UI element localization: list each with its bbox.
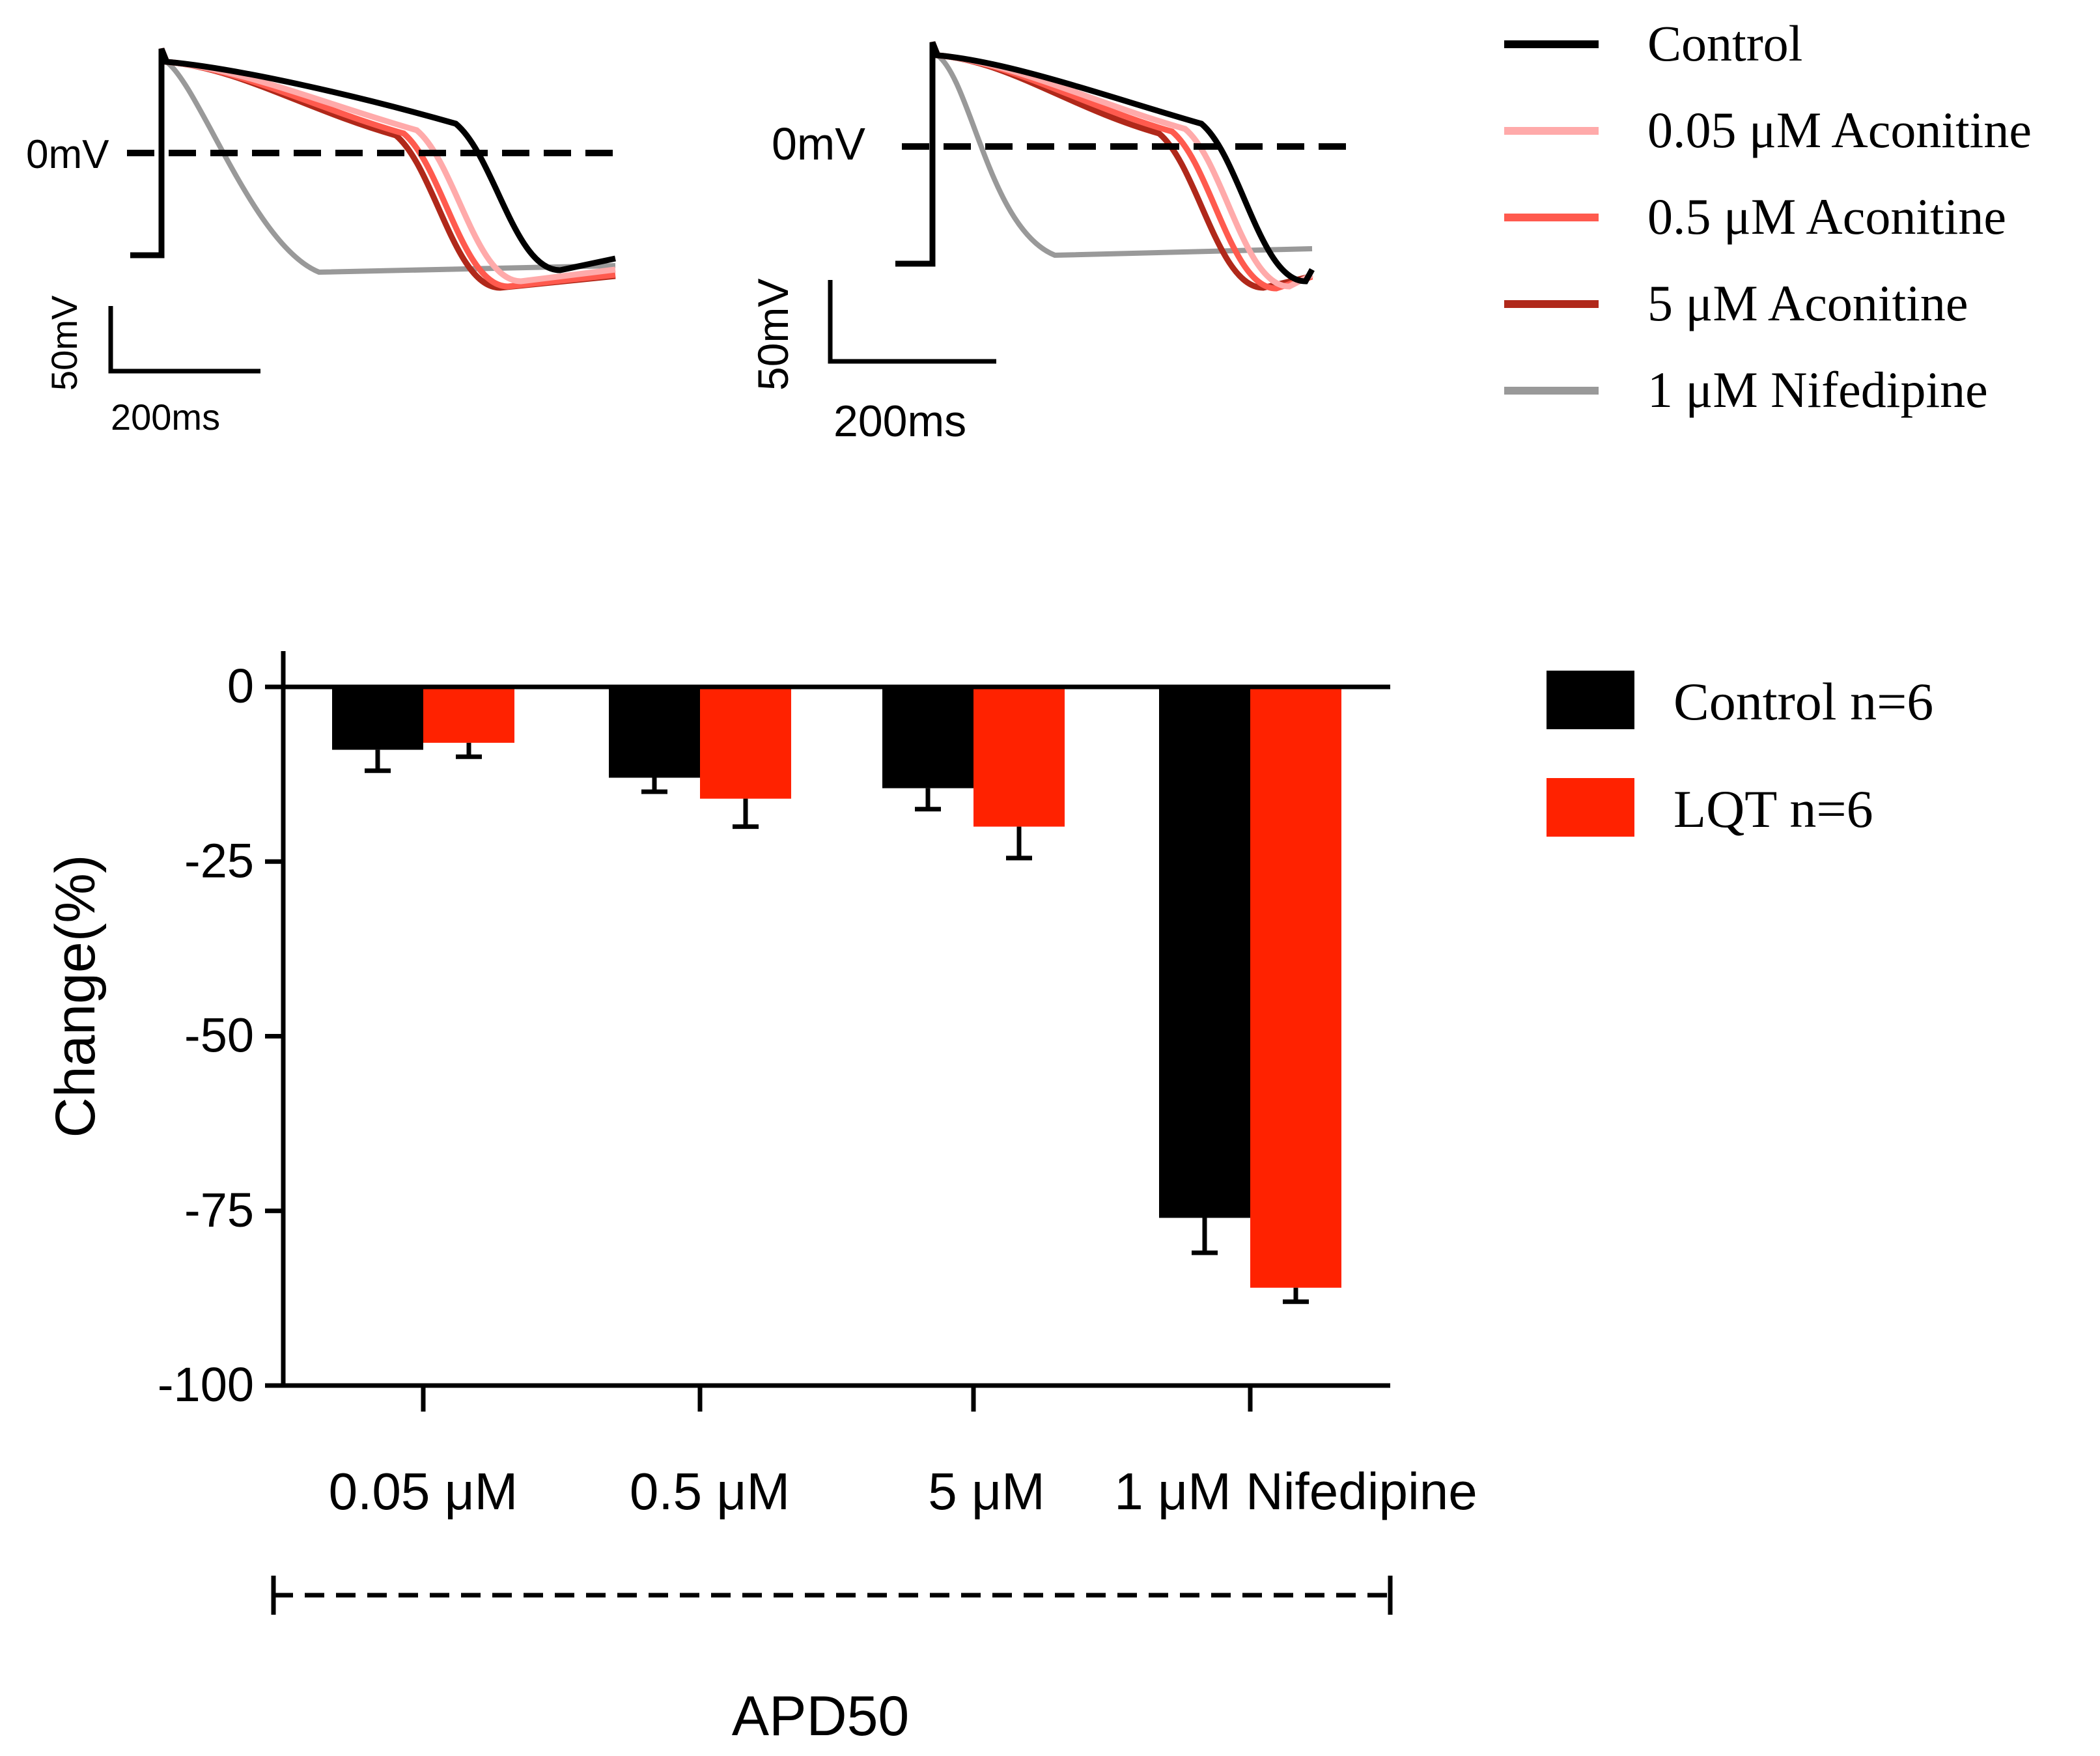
zero-mv-label: 0mV xyxy=(772,118,865,169)
scale-time-label: 200ms xyxy=(833,397,966,446)
y-axis-label: Change(%) xyxy=(44,855,107,1138)
legend-label: Control n=6 xyxy=(1673,672,1933,731)
trace-legend-label: 5 μM Aconitine xyxy=(1647,275,1968,331)
bar xyxy=(332,687,423,750)
x-tick-label: 1 μM Nifedipine xyxy=(1114,1462,1477,1520)
scale-time-label: 200ms xyxy=(111,397,220,438)
trace-legend-label: 0.05 μM Aconitine xyxy=(1647,102,2032,158)
trace-line xyxy=(895,41,1313,266)
trace-legend-label: 0.5 μM Aconitine xyxy=(1647,188,2006,245)
trace-line xyxy=(895,41,1314,290)
trace-line xyxy=(130,48,616,290)
bars xyxy=(332,687,1341,1304)
bar xyxy=(882,687,973,788)
bar xyxy=(973,687,1065,827)
trace-line xyxy=(130,48,616,291)
x-tick-label: 0.5 μM xyxy=(630,1462,790,1520)
trace-line xyxy=(130,48,616,285)
bar-legend: Control n=6 LQT n=6 xyxy=(1547,671,1933,839)
scale-voltage-label: 50mV xyxy=(44,295,85,391)
bar-chart: 0 -25 -50 -75 -100 0.05 μM 0.5 μM 5 μM 1 μM Nif… xyxy=(44,651,1933,1748)
y-tick-label: -100 xyxy=(158,1358,254,1412)
trace-panel-right: 0mV 50mV 200ms xyxy=(749,41,1358,446)
trace-legend: Control 0.05 μM Aconitine 0.5 μM Aconitine… xyxy=(1504,15,2032,418)
trace-legend-label: 1 μM Nifedipine xyxy=(1647,361,1988,418)
bar xyxy=(423,687,514,743)
trace-lines-left xyxy=(130,48,616,291)
trace-line xyxy=(130,48,616,273)
bar xyxy=(1250,687,1341,1288)
legend-label: LQT n=6 xyxy=(1673,779,1873,839)
bar xyxy=(1159,687,1250,1218)
y-tick-label: -25 xyxy=(184,833,254,887)
x-axis: 0.05 μM 0.5 μM 5 μM 1 μM Nifedipine xyxy=(329,1386,1477,1520)
bar xyxy=(700,687,791,799)
trace-line xyxy=(130,48,616,275)
y-tick-label: -75 xyxy=(184,1183,254,1237)
bar xyxy=(609,687,700,778)
trace-panel-left: 0mV 50mV 200ms xyxy=(26,48,622,438)
apd-bracket xyxy=(271,1576,1393,1615)
y-tick-label: -50 xyxy=(184,1009,254,1063)
zero-mv-label: 0mV xyxy=(26,132,109,177)
scale-voltage-label: 50mV xyxy=(749,279,797,391)
y-axis: 0 -25 -50 -75 -100 xyxy=(158,651,286,1412)
legend-swatch xyxy=(1547,671,1634,729)
trace-lines-right xyxy=(895,41,1315,292)
trace-legend-label: Control xyxy=(1647,15,1802,72)
scale-bar xyxy=(828,280,996,364)
x-tick-label: 5 μM xyxy=(928,1462,1044,1520)
y-tick-label: 0 xyxy=(227,659,254,713)
x-axis-label: APD50 xyxy=(732,1685,910,1748)
x-tick-label: 0.05 μM xyxy=(329,1462,518,1520)
scale-bar xyxy=(108,306,260,374)
legend-swatch xyxy=(1547,778,1634,837)
trace-line xyxy=(895,41,1315,285)
